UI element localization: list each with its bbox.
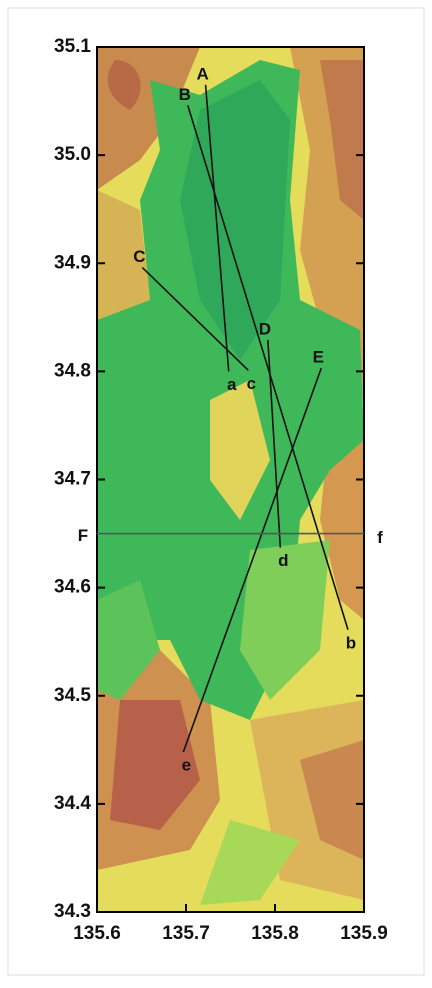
profile-end-label: c	[247, 374, 256, 393]
profile-line	[182, 367, 323, 753]
profile-end-label: b	[346, 633, 356, 652]
y-tick-label: 34.7	[54, 469, 91, 490]
profile-end-label: d	[278, 551, 288, 570]
profile-start-label: C	[133, 247, 145, 266]
x-tick-label: 135.8	[251, 923, 299, 944]
profile-line	[204, 84, 230, 372]
y-tick-label: 34.4	[54, 793, 91, 814]
x-tick-label: 135.6	[73, 923, 121, 944]
profile-start-label: B	[179, 85, 191, 104]
profile-end-label: e	[182, 755, 191, 774]
profile-line	[141, 267, 249, 371]
figure-border	[7, 7, 425, 976]
y-tick-label: 35.0	[54, 144, 91, 165]
y-tick-label: 34.6	[54, 577, 91, 598]
y-tick-label: 34.9	[54, 252, 91, 273]
profile-line	[267, 339, 282, 548]
profile-end-label: f	[377, 528, 383, 547]
profile-start-label: F	[78, 526, 88, 545]
profile-end-label: a	[227, 375, 237, 394]
y-tick-label: 34.3	[54, 901, 91, 922]
terrain	[97, 47, 364, 912]
y-tick-label: 35.1	[54, 36, 91, 57]
y-tick-label: 34.8	[54, 360, 91, 381]
x-tick-label: 135.7	[162, 923, 210, 944]
y-tick-label: 34.5	[54, 685, 91, 706]
profile-start-label: E	[313, 348, 324, 367]
profile-start-label: A	[196, 64, 208, 83]
overlay: 34.3 34.4 34.5 34.6 34.7 34.8 34.9 35.0 35.1 135.…	[54, 36, 388, 944]
x-tick-label: 135.9	[340, 923, 388, 944]
profile-line	[187, 105, 349, 631]
profile-start-label: D	[259, 320, 271, 339]
